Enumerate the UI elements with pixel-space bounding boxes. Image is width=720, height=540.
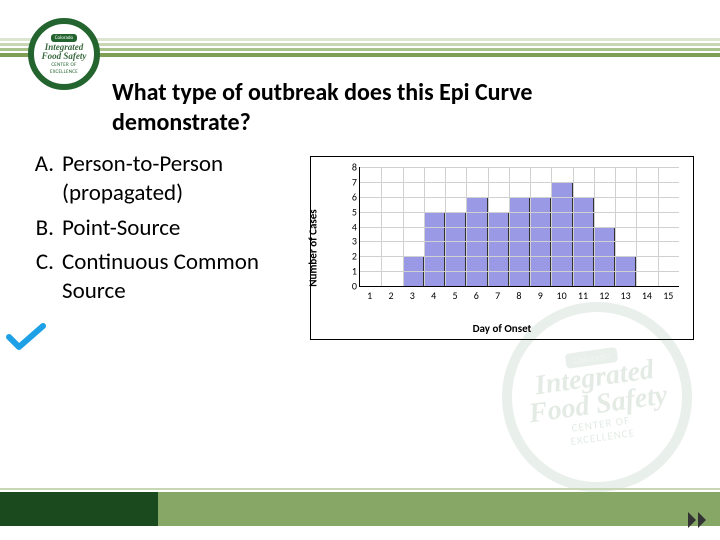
chart-gridline-v — [658, 167, 659, 286]
slide-title: What type of outbreak does this Epi Curv… — [112, 78, 632, 138]
option-text: Person-to-Person (propagated) — [62, 150, 300, 208]
chart-xtick: 11 — [572, 289, 593, 302]
chart-xtick: 7 — [487, 289, 508, 302]
chart-gridline-h — [360, 182, 679, 183]
chart-xtick: 1 — [359, 289, 380, 302]
chart-gridline-v — [381, 167, 382, 286]
epi-curve-chart: Number of Cases 012345678 12345678910111… — [310, 156, 694, 340]
chart-xticks: 123456789101112131415 — [359, 289, 679, 302]
chart-gridline-h — [360, 256, 679, 257]
option-b: B. Point-Source — [30, 214, 300, 243]
chart-bar — [445, 212, 466, 286]
chart-xtick: 6 — [466, 289, 487, 302]
chart-gridline-v — [445, 167, 446, 286]
logo-top-band: Colorado — [51, 34, 77, 42]
chart-xtick: 3 — [402, 289, 423, 302]
chart-gridline-v — [594, 167, 595, 286]
brand-logo: Colorado Integrated Food Safety CENTER O… — [28, 18, 100, 90]
chart-gridline-v — [403, 167, 404, 286]
chart-gridline-h — [360, 212, 679, 213]
chart-bar — [424, 212, 445, 286]
footer-light — [158, 492, 720, 526]
chart-gridline-h — [360, 241, 679, 242]
stripe — [0, 43, 720, 46]
chart-gridline-v — [636, 167, 637, 286]
chart-gridline-h — [360, 167, 679, 168]
stripe — [0, 48, 720, 51]
chart-xtick: 5 — [444, 289, 465, 302]
chart-ytick: 6 — [340, 190, 360, 203]
chart-gridline-v — [488, 167, 489, 286]
option-c: C. Continuous Common Source — [30, 248, 300, 306]
logo-sub-1: CENTER OF — [51, 62, 76, 68]
watermark-sub-2: EXCELLENCE — [570, 426, 636, 448]
chart-xtick: 14 — [636, 289, 657, 302]
chart-xtick: 10 — [551, 289, 572, 302]
logo-main-2: Food Safety — [42, 52, 87, 61]
chart-gridline-h — [360, 227, 679, 228]
chart-xtick: 12 — [594, 289, 615, 302]
stripe — [0, 53, 720, 57]
watermark-top: Colorado — [564, 347, 618, 369]
chart-gridline-v — [573, 167, 574, 286]
chart-ytick: 8 — [340, 161, 360, 174]
next-slide-icon[interactable] — [686, 510, 710, 530]
watermark-main-1: Integrated — [533, 357, 655, 400]
chart-xtick: 2 — [380, 289, 401, 302]
chart-gridline-h — [360, 271, 679, 272]
chart-xtick: 13 — [615, 289, 636, 302]
chart-ytick: 4 — [340, 220, 360, 233]
chart-ytick: 7 — [340, 175, 360, 188]
chart-gridline-v — [615, 167, 616, 286]
answer-options: A. Person-to-Person (propagated) B. Poin… — [30, 150, 300, 312]
watermark-main-2: Food Safety — [527, 382, 669, 428]
option-letter: C. — [30, 248, 62, 306]
chart-ytick: 2 — [340, 250, 360, 263]
option-letter: B. — [30, 214, 62, 243]
chart-gridline-h — [360, 197, 679, 198]
header-stripes — [0, 38, 720, 66]
chart-gridline-v — [466, 167, 467, 286]
footer-bar — [0, 492, 720, 526]
chart-gridline-v — [530, 167, 531, 286]
chart-xlabel: Day of Onset — [311, 322, 693, 335]
chart-xtick: 4 — [423, 289, 444, 302]
option-a: A. Person-to-Person (propagated) — [30, 150, 300, 208]
chart-gridline-v — [551, 167, 552, 286]
stripe — [0, 38, 720, 41]
option-letter: A. — [30, 150, 62, 208]
chart-xtick: 15 — [658, 289, 679, 302]
chart-plot-area: 012345678 — [359, 167, 679, 287]
chart-ytick: 0 — [340, 280, 360, 293]
chart-xtick: 8 — [508, 289, 529, 302]
chart-gridline-v — [509, 167, 510, 286]
logo-sub-2: EXCELLENCE — [50, 69, 78, 75]
footer-dark — [0, 492, 158, 526]
option-text: Point-Source — [62, 214, 300, 243]
chart-ylabel: Number of Cases — [307, 209, 320, 286]
chart-ytick: 1 — [340, 265, 360, 278]
checkmark-icon — [6, 322, 46, 352]
chart-ytick: 3 — [340, 235, 360, 248]
chart-bar — [488, 212, 509, 286]
chart-gridline-v — [424, 167, 425, 286]
chart-xtick: 9 — [530, 289, 551, 302]
watermark-sub-1: CENTER OF — [571, 414, 631, 435]
option-text: Continuous Common Source — [62, 248, 300, 306]
chart-ytick: 5 — [340, 205, 360, 218]
footer-top-line — [0, 488, 720, 490]
